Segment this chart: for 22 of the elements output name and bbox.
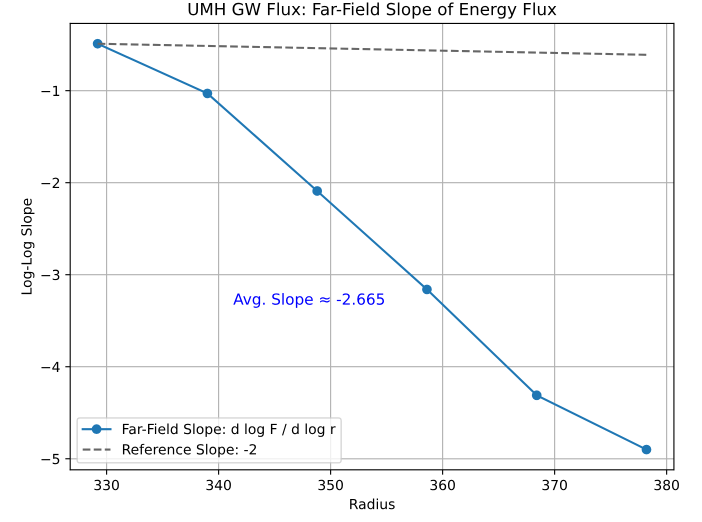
x-tick-label: 360 xyxy=(430,480,455,490)
point xyxy=(312,186,322,196)
legend-label: Far-Field Slope: d log F / d log r xyxy=(122,423,336,437)
chart-title: UMH GW Flux: Far-Field Slope of Energy Flux xyxy=(188,2,556,19)
point xyxy=(532,390,542,400)
y-tick-label: −4 xyxy=(41,362,60,372)
legend-label: Reference Slope: -2 xyxy=(122,444,256,458)
x-tick-label: 340 xyxy=(206,480,231,490)
y-tick-label: −5 xyxy=(41,454,60,464)
x-tick-label: 350 xyxy=(318,480,343,490)
point xyxy=(422,284,432,294)
x-tick-label: 380 xyxy=(654,480,679,490)
y-tick-label: −2 xyxy=(41,178,60,188)
y-tick-label: −1 xyxy=(41,86,60,96)
x-tick-label: 330 xyxy=(94,480,119,490)
annotation: Avg. Slope ≈ -2.665 xyxy=(233,293,384,308)
x-axis-title: Radius xyxy=(350,498,395,510)
y-axis-title: Log-Log Slope xyxy=(21,198,34,294)
x-tick-label: 370 xyxy=(542,480,567,490)
point xyxy=(642,444,652,454)
y-tick-label: −3 xyxy=(41,270,60,280)
point xyxy=(202,88,212,98)
